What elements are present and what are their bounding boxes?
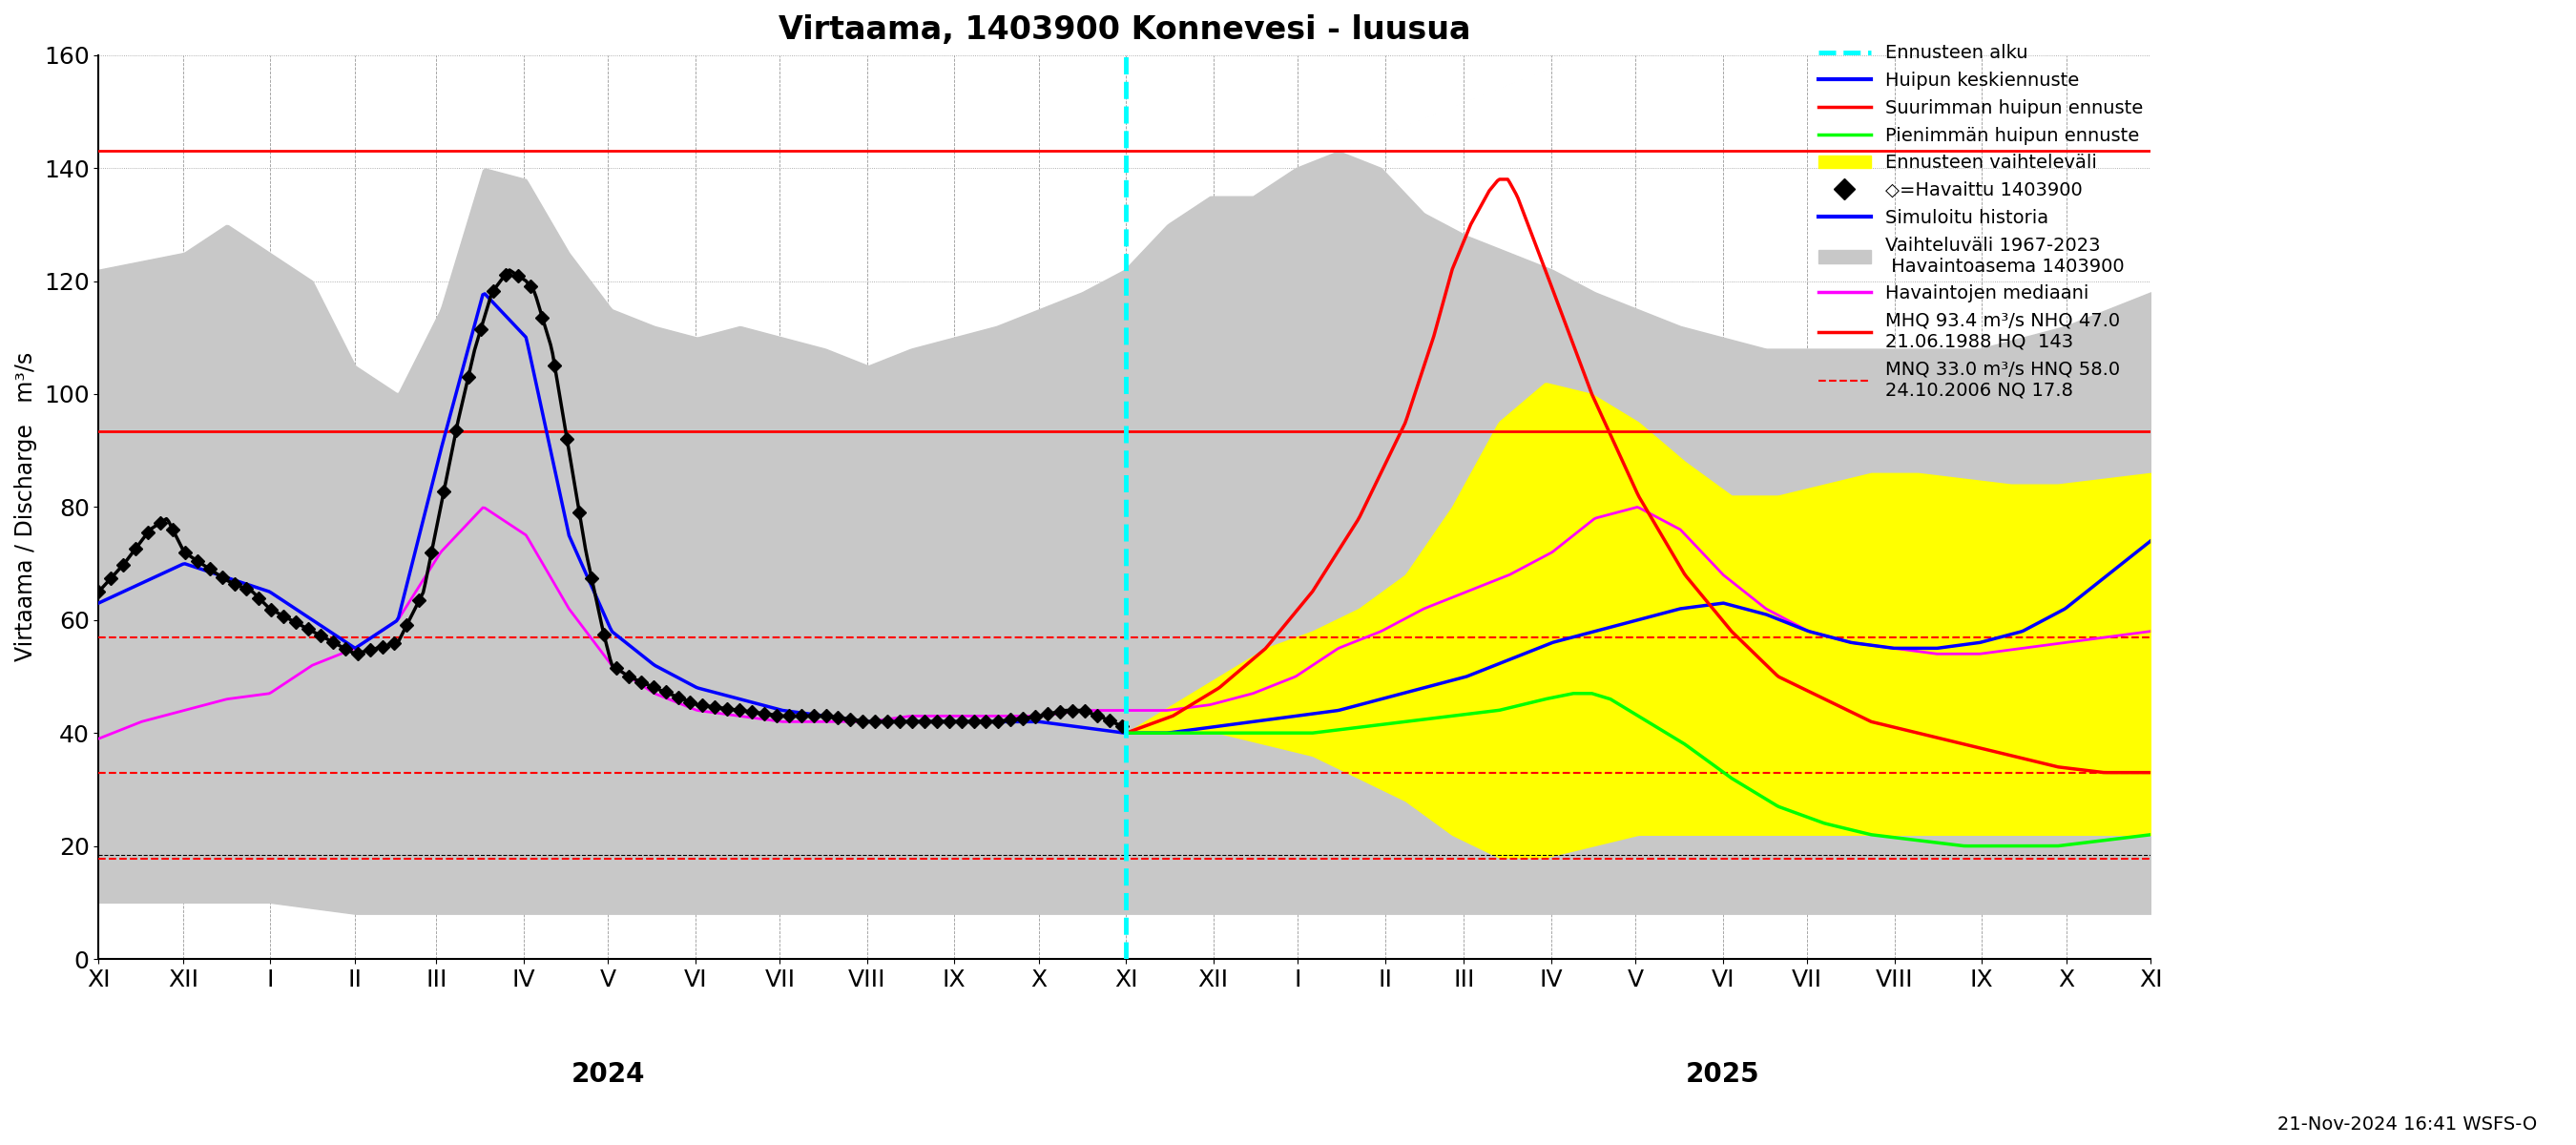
Text: 21-Nov-2024 16:41 WSFS-O: 21-Nov-2024 16:41 WSFS-O bbox=[2277, 1115, 2537, 1134]
Legend: Ennusteen alku, Huipun keskiennuste, Suurimman huipun ennuste, Pienimmän huipun : Ennusteen alku, Huipun keskiennuste, Suu… bbox=[1811, 37, 2151, 406]
Y-axis label: Virtaama / Discharge   m³/s: Virtaama / Discharge m³/s bbox=[15, 353, 36, 662]
Text: 2024: 2024 bbox=[572, 1060, 644, 1088]
Title: Virtaama, 1403900 Konnevesi - luusua: Virtaama, 1403900 Konnevesi - luusua bbox=[778, 14, 1471, 46]
Text: 2025: 2025 bbox=[1685, 1060, 1759, 1088]
